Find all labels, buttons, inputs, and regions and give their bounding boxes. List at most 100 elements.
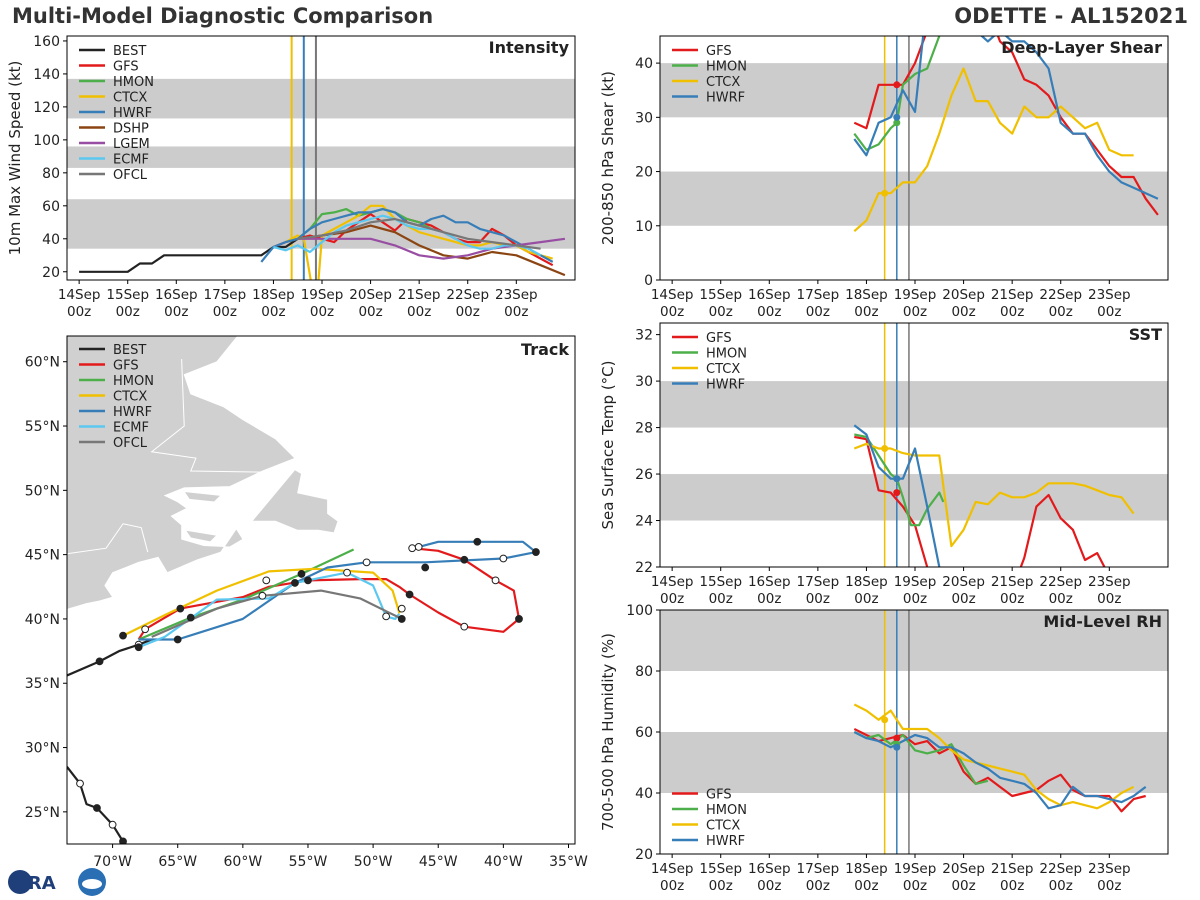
x-tick-label: 00z bbox=[1000, 591, 1024, 607]
track-point bbox=[414, 543, 423, 551]
legend-label-hwrf: HWRF bbox=[706, 91, 745, 106]
track-point bbox=[408, 544, 417, 553]
track-point bbox=[343, 568, 351, 577]
legend-label-ctcx: CTCX bbox=[113, 91, 147, 106]
x-tick-label: 17Sep bbox=[797, 861, 840, 877]
track-point bbox=[134, 643, 143, 652]
land-pei bbox=[184, 529, 218, 543]
x-tick-label: 14Sep bbox=[651, 574, 694, 590]
x-tick-label: 15Sep bbox=[699, 574, 742, 590]
border-line bbox=[150, 359, 281, 473]
panel-title: Intensity bbox=[489, 38, 570, 57]
plot-frame bbox=[66, 35, 576, 281]
marker-hwrf bbox=[893, 743, 901, 751]
legend-label-ctcx: CTCX bbox=[113, 390, 147, 405]
plot-area bbox=[660, 323, 1168, 567]
border-line bbox=[67, 523, 149, 555]
x-tick-label: 00z bbox=[903, 304, 927, 320]
x-tick-label: 00z bbox=[854, 591, 878, 607]
lon-label: 60°W bbox=[224, 854, 263, 870]
globe-icon bbox=[8, 870, 32, 894]
legend-label-ecmf: ECMF bbox=[113, 153, 149, 168]
x-tick-label: 00z bbox=[1049, 878, 1073, 894]
y-tick-label: 20 bbox=[42, 265, 60, 281]
legend-label-gfs: GFS bbox=[706, 331, 732, 346]
shaded-band bbox=[660, 171, 1168, 226]
series-hmon bbox=[853, 731, 989, 785]
x-tick-label: 14Sep bbox=[58, 287, 101, 303]
legend-label-hwrf: HWRF bbox=[113, 106, 152, 121]
legend-label-hwrf: HWRF bbox=[706, 378, 745, 393]
track-point bbox=[186, 613, 195, 622]
x-tick-label: 20Sep bbox=[942, 861, 985, 877]
series-hwrf bbox=[853, 36, 1159, 200]
y-axis-label: Sea Surface Temp (°C) bbox=[599, 360, 617, 529]
track-point bbox=[460, 622, 469, 631]
legend-label-gfs: GFS bbox=[706, 788, 732, 803]
x-tick-label: 00z bbox=[504, 304, 528, 320]
series-hmon bbox=[854, 433, 945, 527]
plot-area bbox=[660, 36, 1168, 280]
x-tick-label: 00z bbox=[1097, 304, 1121, 320]
x-tick-label: 00z bbox=[261, 304, 285, 320]
track-point bbox=[499, 554, 508, 563]
x-tick-label: 15Sep bbox=[106, 287, 149, 303]
track-point bbox=[258, 591, 267, 600]
lat-label: 55°N bbox=[25, 419, 60, 435]
x-tick-label: 00z bbox=[951, 591, 975, 607]
track-point bbox=[176, 604, 185, 613]
x-tick-label: 18Sep bbox=[845, 574, 888, 590]
figure-title: Multi-Model Diagnostic Comparison bbox=[12, 4, 434, 28]
y-tick-label: 100 bbox=[626, 603, 653, 619]
y-tick-label: 160 bbox=[33, 34, 60, 50]
track-point bbox=[421, 563, 430, 572]
y-axis-label: 200-850 hPa Shear (kt) bbox=[599, 71, 617, 245]
track-point bbox=[76, 779, 84, 788]
x-tick-label: 00z bbox=[213, 304, 237, 320]
track-best bbox=[67, 766, 124, 842]
x-tick-label: 19Sep bbox=[894, 861, 937, 877]
track-point bbox=[291, 579, 299, 587]
x-tick-label: 00z bbox=[1097, 878, 1121, 894]
x-tick-label: 23Sep bbox=[1088, 574, 1131, 590]
x-tick-label: 00z bbox=[116, 304, 140, 320]
x-tick-label: 18Sep bbox=[845, 287, 888, 303]
x-tick-label: 00z bbox=[358, 304, 382, 320]
series-ecmf bbox=[273, 214, 542, 257]
x-tick-label: 00z bbox=[407, 304, 431, 320]
legend-label-gfs: GFS bbox=[706, 44, 732, 59]
map-frame bbox=[66, 335, 576, 845]
y-tick-label: 30 bbox=[635, 374, 653, 390]
x-tick-label: 00z bbox=[1049, 591, 1073, 607]
lat-label: 60°N bbox=[25, 355, 60, 371]
lat-label: 25°N bbox=[25, 805, 60, 821]
legend-label-hmon: HMON bbox=[113, 75, 154, 90]
marker-hwrf bbox=[893, 475, 901, 483]
marker-ctcx bbox=[881, 444, 889, 452]
x-tick-label: 17Sep bbox=[797, 287, 840, 303]
legend-label-hmon: HMON bbox=[113, 374, 154, 389]
panel-sst: 22242628303214Sep00z15Sep00z16Sep00z17Se… bbox=[599, 322, 1169, 607]
x-tick-label: 00z bbox=[806, 878, 830, 894]
x-tick-label: 00z bbox=[660, 878, 684, 894]
marker-ctcx bbox=[881, 716, 889, 724]
track-point bbox=[382, 612, 391, 621]
lat-label: 50°N bbox=[25, 483, 60, 499]
y-tick-label: 10 bbox=[635, 219, 653, 235]
x-tick-label: 00z bbox=[1000, 878, 1024, 894]
track-point bbox=[95, 657, 104, 666]
track-point bbox=[460, 555, 469, 564]
marker-hmon bbox=[893, 119, 901, 127]
shaded-band bbox=[660, 474, 1168, 521]
shaded-band bbox=[660, 381, 1168, 428]
shaded-band bbox=[660, 732, 1168, 793]
land-anticosti bbox=[183, 491, 222, 503]
x-tick-label: 17Sep bbox=[797, 574, 840, 590]
x-tick-label: 14Sep bbox=[651, 861, 694, 877]
legend-label-ctcx: CTCX bbox=[706, 362, 740, 377]
x-tick-label: 16Sep bbox=[155, 287, 198, 303]
x-tick-label: 20Sep bbox=[942, 287, 985, 303]
